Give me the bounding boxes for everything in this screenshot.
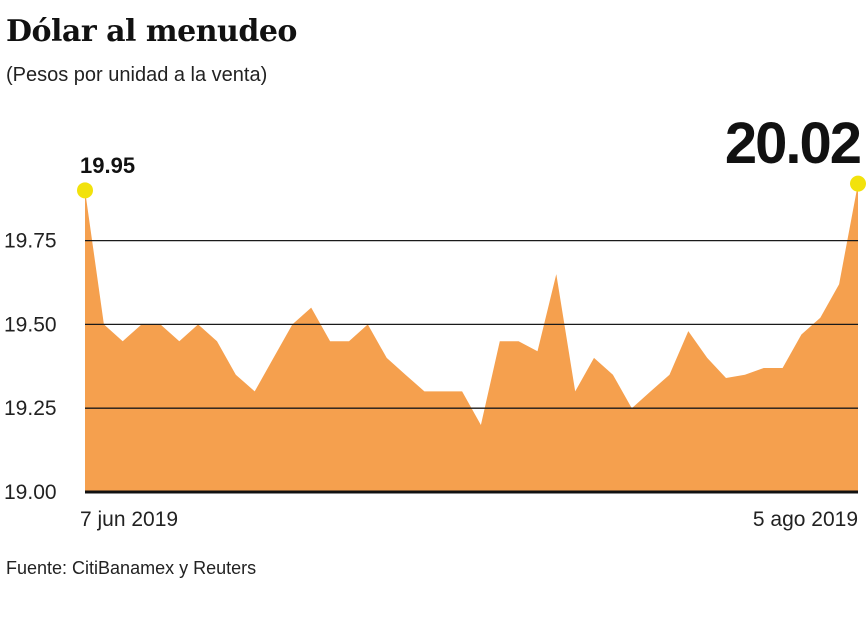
end-point-marker [850, 175, 866, 192]
area-series [85, 183, 858, 492]
x-tick-start: 7 jun 2019 [80, 508, 178, 531]
chart-title: Dólar al menudeo [6, 14, 297, 49]
source-note: Fuente: CitiBanamex y Reuters [6, 558, 257, 578]
chart-subtitle: (Pesos por unidad a la venta) [6, 64, 268, 86]
start-value-label: 19.95 [80, 153, 135, 178]
end-value-label: 20.02 [725, 111, 860, 176]
start-point-marker [77, 182, 93, 199]
y-tick-label: 19.00 [4, 481, 57, 504]
x-tick-end: 5 ago 2019 [753, 508, 858, 531]
y-tick-label: 19.25 [4, 397, 57, 420]
y-tick-label: 19.50 [4, 313, 57, 336]
y-tick-label: 19.75 [4, 230, 57, 253]
